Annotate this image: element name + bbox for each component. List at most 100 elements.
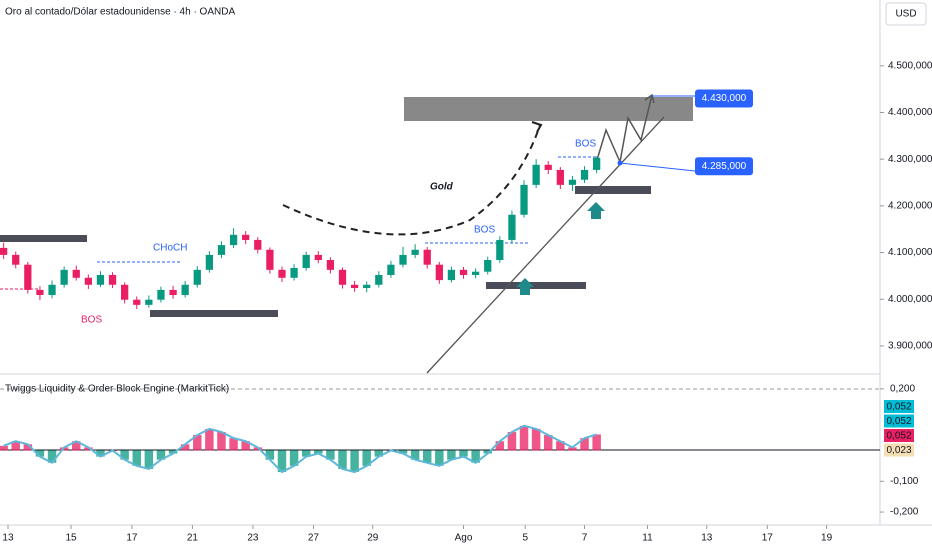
candle-body — [290, 267, 298, 278]
candle-body — [459, 269, 468, 275]
value-badge-label: 0,052 — [886, 402, 911, 413]
candle-body — [326, 260, 335, 270]
order-block — [0, 235, 87, 242]
candle-body — [411, 249, 419, 255]
y-tick-label: 4.000,000 — [888, 294, 932, 305]
x-tick-label: 17 — [762, 533, 774, 544]
candle-body — [471, 271, 480, 275]
order-block — [575, 186, 651, 194]
oscillator-bar — [435, 450, 444, 466]
candle-body — [60, 269, 68, 285]
trend-line — [426, 116, 665, 374]
oscillator-bar — [447, 450, 456, 460]
oscillator-bar — [410, 450, 420, 460]
oscillator-bar — [350, 450, 359, 473]
oscillator-bar — [495, 441, 505, 451]
candle-body — [580, 169, 589, 180]
oscillator-bar — [592, 434, 601, 451]
candle-body — [338, 269, 347, 285]
oscillator-bar — [0, 445, 8, 451]
candle-body — [217, 245, 226, 255]
oscillator-bar — [241, 441, 250, 451]
candle-body — [205, 254, 214, 270]
candle-body — [314, 254, 322, 261]
candle-body — [302, 254, 310, 268]
candle-body — [121, 284, 129, 300]
oscillator-bar — [156, 450, 166, 460]
candle-body — [484, 260, 492, 272]
value-badge — [884, 400, 914, 413]
connector — [619, 162, 696, 172]
candle-body — [363, 284, 371, 289]
x-tick-label: 19 — [821, 533, 833, 544]
candle-body — [96, 274, 105, 285]
up-arrow — [516, 278, 534, 295]
symbol-title: Oro al contado/Dólar estadounidense · 4h… — [5, 7, 235, 18]
candle-body — [350, 284, 359, 289]
x-tick-label: 17 — [126, 533, 138, 544]
bos-label: BOS — [575, 139, 596, 150]
oscillator-bar — [326, 450, 335, 460]
value-badge-label: 0,052 — [886, 431, 911, 442]
candle-body — [48, 284, 56, 296]
candle-body — [36, 289, 44, 296]
order-block — [486, 282, 586, 289]
y-tick-label: 4.200,000 — [888, 201, 932, 212]
value-badge — [884, 443, 914, 457]
oscillator-bar — [72, 441, 81, 451]
y-tick-label: 4.500,000 — [888, 60, 932, 71]
candle-body — [399, 254, 407, 265]
value-badge — [884, 414, 914, 428]
currency[interactable]: USD — [895, 9, 916, 20]
oscillator-bar — [362, 450, 371, 466]
oscillator-bar — [422, 450, 432, 463]
oscillator-bar — [253, 447, 263, 451]
arrow-head — [531, 121, 543, 133]
candle-body — [544, 164, 552, 170]
oscillator-bar — [11, 441, 20, 451]
candle-body — [254, 239, 262, 250]
candle-body — [375, 274, 383, 285]
resistance-zone — [404, 97, 693, 121]
oscillator-bar — [519, 425, 529, 451]
drawings — [0, 2, 927, 451]
x-tick-label: 15 — [65, 533, 77, 544]
oscillator-bar — [531, 428, 541, 451]
oscillator-bar — [471, 450, 480, 463]
value-badge-label: 0,023 — [886, 445, 911, 456]
projection-curve — [282, 124, 541, 236]
candle-body — [447, 269, 456, 281]
oscillator-bar — [556, 441, 565, 451]
candle-body — [169, 289, 177, 296]
up-arrow — [587, 202, 605, 219]
oscillator-bar — [84, 447, 93, 451]
anchor-dot — [617, 160, 623, 166]
oscillator-bar — [568, 447, 577, 451]
y-tick-label: -0,100 — [890, 476, 919, 487]
oscillator-bar — [23, 444, 33, 451]
oscillator-bar — [205, 428, 214, 451]
oscillator-bar — [459, 450, 468, 457]
oscillator-bar — [47, 450, 57, 463]
price-badge-label: 4.430,000 — [702, 93, 747, 104]
candle-body — [387, 264, 395, 275]
oscillator-bar — [144, 450, 154, 469]
oscillator-bar — [338, 450, 347, 469]
oscillator-bar — [180, 444, 190, 451]
y-tick-label: 4.300,000 — [888, 154, 932, 165]
oscillator-bar — [277, 450, 287, 473]
oscillator-bar — [580, 438, 589, 451]
y-tick-label: 3.900,000 — [888, 341, 932, 352]
arrow-head — [644, 93, 655, 104]
y-tick-label: 4.400,000 — [888, 107, 932, 118]
price-badge — [695, 89, 753, 108]
x-tick-label: Ago — [455, 533, 473, 544]
oscillator-bar — [314, 450, 323, 454]
oscillator-bar — [374, 450, 384, 457]
currency-button[interactable] — [885, 2, 927, 26]
candle-body — [242, 234, 250, 240]
oscillator-bar — [132, 450, 141, 466]
y-tick-label: -0,200 — [890, 507, 919, 518]
candle-body — [24, 264, 32, 290]
candle-body — [72, 269, 80, 278]
